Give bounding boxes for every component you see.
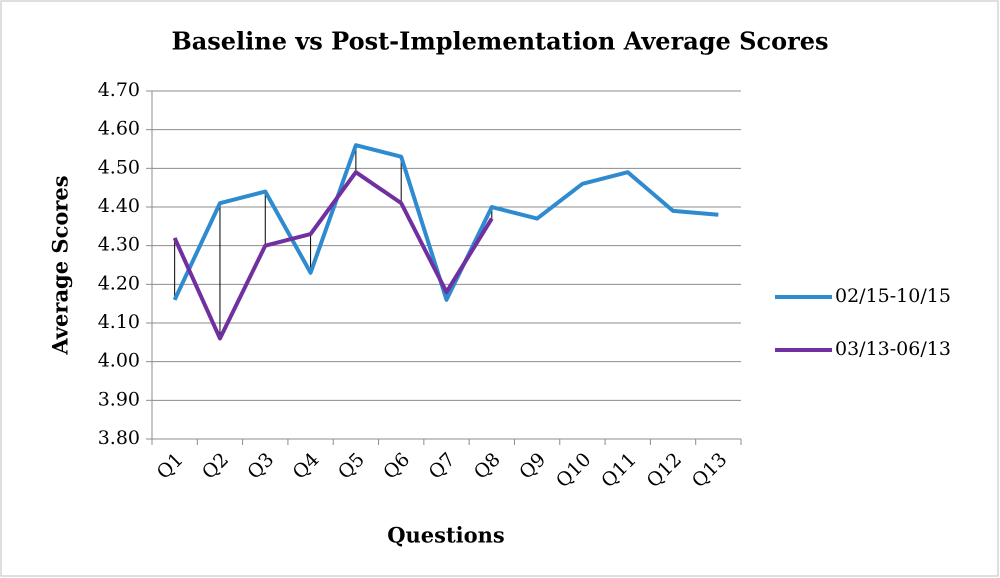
y-tick-label: 4.00 (98, 350, 140, 372)
series-line (172, 170, 494, 341)
y-tick-label: 4.50 (98, 156, 140, 178)
y-tick-label: 4.30 (98, 234, 140, 256)
chart-title: Baseline vs Post-Implementation Average … (171, 27, 828, 56)
legend-label: 03/13-06/13 (835, 338, 951, 360)
y-tick-label: 3.90 (98, 388, 140, 410)
y-tick-label: 4.20 (98, 272, 140, 294)
y-tick-label: 4.70 (98, 79, 140, 101)
y-tick-label: 4.10 (98, 311, 140, 333)
legend-label: 02/15-10/15 (835, 285, 951, 307)
y-tick-label: 4.60 (98, 118, 140, 140)
series-line (172, 143, 719, 302)
x-axis-title: Questions (387, 523, 505, 548)
y-tick-label: 3.80 (98, 427, 140, 449)
y-tick-label: 4.40 (98, 195, 140, 217)
y-axis-title: Average Scores (48, 175, 73, 355)
